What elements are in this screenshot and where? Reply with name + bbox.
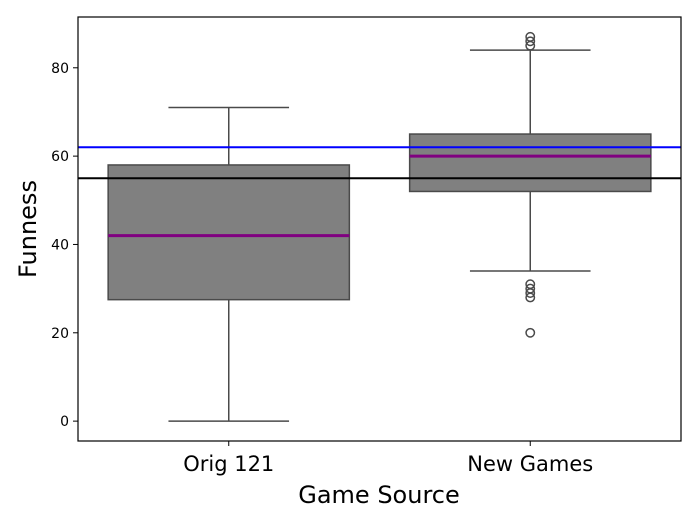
y-tick-label: 0 — [60, 414, 69, 430]
y-tick-label: 60 — [51, 149, 69, 165]
x-tick-label: New Games — [467, 452, 593, 476]
box-orig-121 — [107, 164, 351, 301]
plot-frame — [77, 16, 682, 442]
box-new-games — [408, 133, 652, 193]
outlier-point — [525, 327, 536, 338]
outlier-point — [525, 40, 536, 51]
outlier-point — [525, 36, 536, 47]
y-tick-label: 20 — [51, 326, 69, 342]
plot-area — [78, 31, 681, 422]
axes: 0 20 40 60 80 Orig 121 New Games — [51, 16, 682, 476]
x-tick-label: Orig 121 — [183, 452, 274, 476]
y-tick-label: 40 — [51, 237, 69, 253]
x-axis-title: Game Source — [298, 481, 460, 509]
y-tick-label: 80 — [51, 61, 69, 77]
outlier-point — [525, 292, 536, 303]
y-axis-title: Funness — [14, 180, 42, 278]
outlier-point — [525, 288, 536, 298]
